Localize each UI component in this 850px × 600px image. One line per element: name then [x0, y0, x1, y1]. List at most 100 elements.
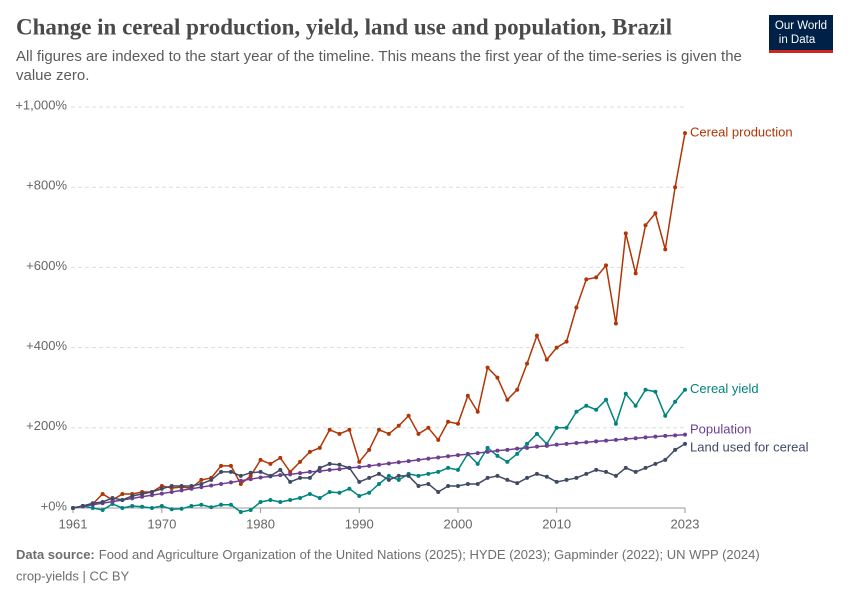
data-point: [120, 491, 125, 496]
data-point: [426, 456, 431, 461]
y-tick-label: +200%: [26, 418, 67, 433]
data-point: [643, 223, 648, 228]
data-point: [604, 438, 609, 443]
data-point: [159, 491, 164, 496]
data-point: [90, 506, 95, 510]
data-point: [584, 403, 589, 408]
data-point: [179, 506, 184, 511]
data-point: [179, 483, 184, 488]
data-point: [613, 321, 618, 326]
data-point: [189, 486, 194, 491]
data-point: [544, 357, 549, 362]
data-point: [436, 455, 441, 460]
data-point: [110, 499, 115, 504]
data-point: [199, 485, 204, 490]
data-point: [633, 271, 638, 276]
data-point: [515, 387, 520, 392]
data-point: [377, 462, 381, 467]
data-point: [673, 399, 678, 404]
data-point: [525, 475, 530, 480]
data-point: [396, 460, 401, 465]
data-point: [337, 467, 342, 472]
data-point: [594, 467, 599, 472]
data-point: [268, 461, 273, 466]
data-point: [179, 488, 184, 493]
data-point: [219, 481, 224, 486]
data-point: [623, 465, 628, 470]
data-point: [584, 277, 589, 282]
data-point: [317, 469, 322, 474]
data-point: [130, 493, 135, 498]
x-tick-label: 2000: [444, 516, 473, 531]
x-tick-label: 1970: [147, 516, 176, 531]
data-point: [248, 508, 253, 513]
data-point: [189, 483, 194, 488]
data-point: [288, 472, 293, 477]
data-point: [505, 459, 510, 464]
data-point: [406, 413, 411, 418]
data-point: [140, 494, 145, 499]
data-point: [495, 375, 500, 380]
data-point: [228, 480, 233, 485]
data-point: [663, 247, 668, 252]
data-point: [683, 387, 687, 392]
data-point: [485, 365, 490, 370]
x-tick-label: 1990: [345, 516, 374, 531]
data-point: [673, 185, 678, 190]
y-tick-label: +0%: [41, 498, 68, 513]
data-point: [228, 502, 233, 507]
subtitle-box: All figures are indexed to the start yea…: [16, 48, 742, 84]
data-point: [169, 507, 174, 512]
data-point: [100, 491, 105, 496]
y-tick-label: +400%: [26, 338, 67, 353]
data-point: [307, 449, 312, 454]
data-point: [455, 483, 460, 488]
data-point: [623, 437, 628, 442]
data-point: [199, 477, 204, 482]
data-point: [416, 473, 421, 478]
data-point: [278, 473, 283, 478]
data-point: [347, 465, 352, 470]
data-point: [298, 471, 303, 476]
data-point: [613, 421, 618, 426]
chart-subtitle: All figures are indexed to the start yea…: [16, 48, 742, 84]
data-point: [554, 345, 559, 350]
data-point: [327, 489, 332, 494]
chart-title: Change in cereal production, yield, land…: [16, 14, 672, 39]
source: Data source: Food and Agriculture Organiz…: [16, 547, 760, 562]
data-point: [663, 457, 668, 462]
data-point: [554, 479, 559, 484]
data-point: [327, 427, 332, 432]
data-point: [436, 489, 441, 494]
data-point: [307, 491, 312, 496]
data-point: [594, 275, 599, 280]
data-point: [238, 473, 243, 478]
data-point: [604, 397, 609, 402]
data-point: [140, 491, 145, 496]
data-point: [199, 502, 204, 507]
data-point: [594, 439, 599, 444]
x-tick-label: 2023: [671, 516, 700, 531]
data-point: [238, 481, 243, 486]
data-point: [238, 478, 243, 483]
data-point: [367, 490, 372, 495]
data-point: [219, 502, 224, 507]
data-point: [446, 483, 451, 488]
data-point: [347, 427, 352, 432]
data-point: [416, 483, 421, 488]
data-point: [544, 474, 549, 479]
data-point: [377, 427, 381, 432]
data-point: [278, 455, 283, 460]
data-point: [110, 495, 115, 500]
data-point: [594, 407, 599, 412]
data-point: [663, 413, 668, 418]
data-point: [455, 421, 460, 426]
data-point: [564, 477, 569, 482]
data-point: [219, 463, 224, 468]
data-point: [574, 441, 579, 446]
series-label: Cereal production: [690, 125, 793, 140]
data-point: [475, 451, 480, 456]
y-tick-label: +800%: [26, 178, 67, 193]
data-point: [149, 489, 154, 494]
